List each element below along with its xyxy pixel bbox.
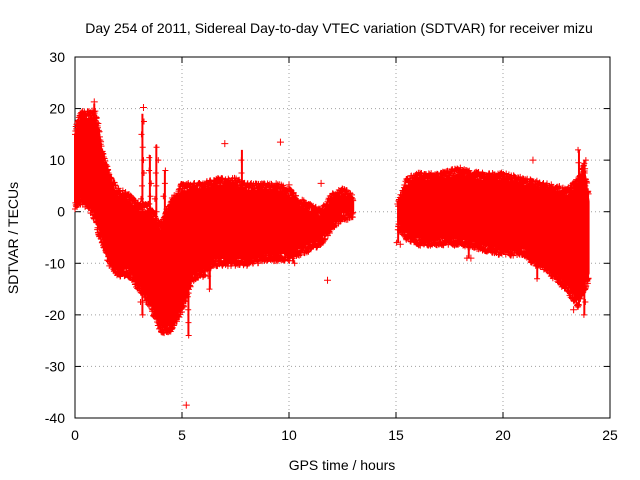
- spike-markers: [574, 146, 584, 308]
- spike-markers: [89, 108, 100, 153]
- y-tick-label: -20: [45, 307, 65, 323]
- outlier-point: [396, 240, 404, 248]
- y-tick-label: 10: [49, 152, 65, 168]
- spike-markers: [160, 167, 170, 329]
- outlier-point: [467, 254, 475, 262]
- x-tick-label: 15: [388, 427, 404, 443]
- y-tick-label: -10: [45, 255, 65, 271]
- spike-markers: [532, 198, 543, 282]
- x-tick-label: 0: [71, 427, 79, 443]
- chart-title: Day 254 of 2011, Sidereal Day-to-day VTE…: [85, 20, 593, 36]
- spike-markers: [579, 157, 589, 318]
- segment-1-band: [74, 117, 355, 327]
- segment-1-markers: [72, 107, 357, 337]
- outlier-point: [139, 104, 147, 112]
- spike-markers: [238, 157, 246, 267]
- spike-markers: [137, 118, 147, 318]
- data-series: [72, 98, 592, 409]
- spike-markers: [393, 200, 404, 246]
- outlier-point: [324, 276, 332, 284]
- spike-markers: [204, 195, 215, 293]
- outlier-point: [182, 401, 190, 409]
- outlier-point: [570, 306, 578, 314]
- spike-markers: [183, 203, 194, 339]
- x-tick-label: 25: [602, 427, 618, 443]
- y-tick-label: -30: [45, 358, 65, 374]
- outlier-point: [221, 140, 229, 148]
- spike-markers: [463, 177, 474, 262]
- y-tick-label: 30: [49, 49, 65, 65]
- x-axis-label: GPS time / hours: [289, 457, 396, 473]
- y-tick-label: 20: [49, 101, 65, 117]
- y-tick-label: 0: [57, 204, 65, 220]
- outlier-point: [276, 138, 284, 146]
- x-tick-label: 10: [281, 427, 297, 443]
- plot-frame: [74, 56, 611, 419]
- outlier-point: [90, 98, 98, 106]
- outlier-point: [529, 156, 537, 164]
- x-tick-label: 20: [495, 427, 511, 443]
- outlier-point: [285, 181, 293, 189]
- axis-ticks: 0 5 10 15 20 25 -40 -30 -20 -10 0 10 20 30: [45, 49, 618, 443]
- spike-markers: [289, 195, 299, 267]
- spike-markers: [144, 154, 155, 303]
- x-tick-label: 5: [178, 427, 186, 443]
- y-tick-label: -40: [45, 410, 65, 426]
- y-axis-label: SDTVAR / TECUs: [5, 182, 21, 294]
- outlier-point: [317, 179, 325, 187]
- spike-markers: [151, 144, 162, 293]
